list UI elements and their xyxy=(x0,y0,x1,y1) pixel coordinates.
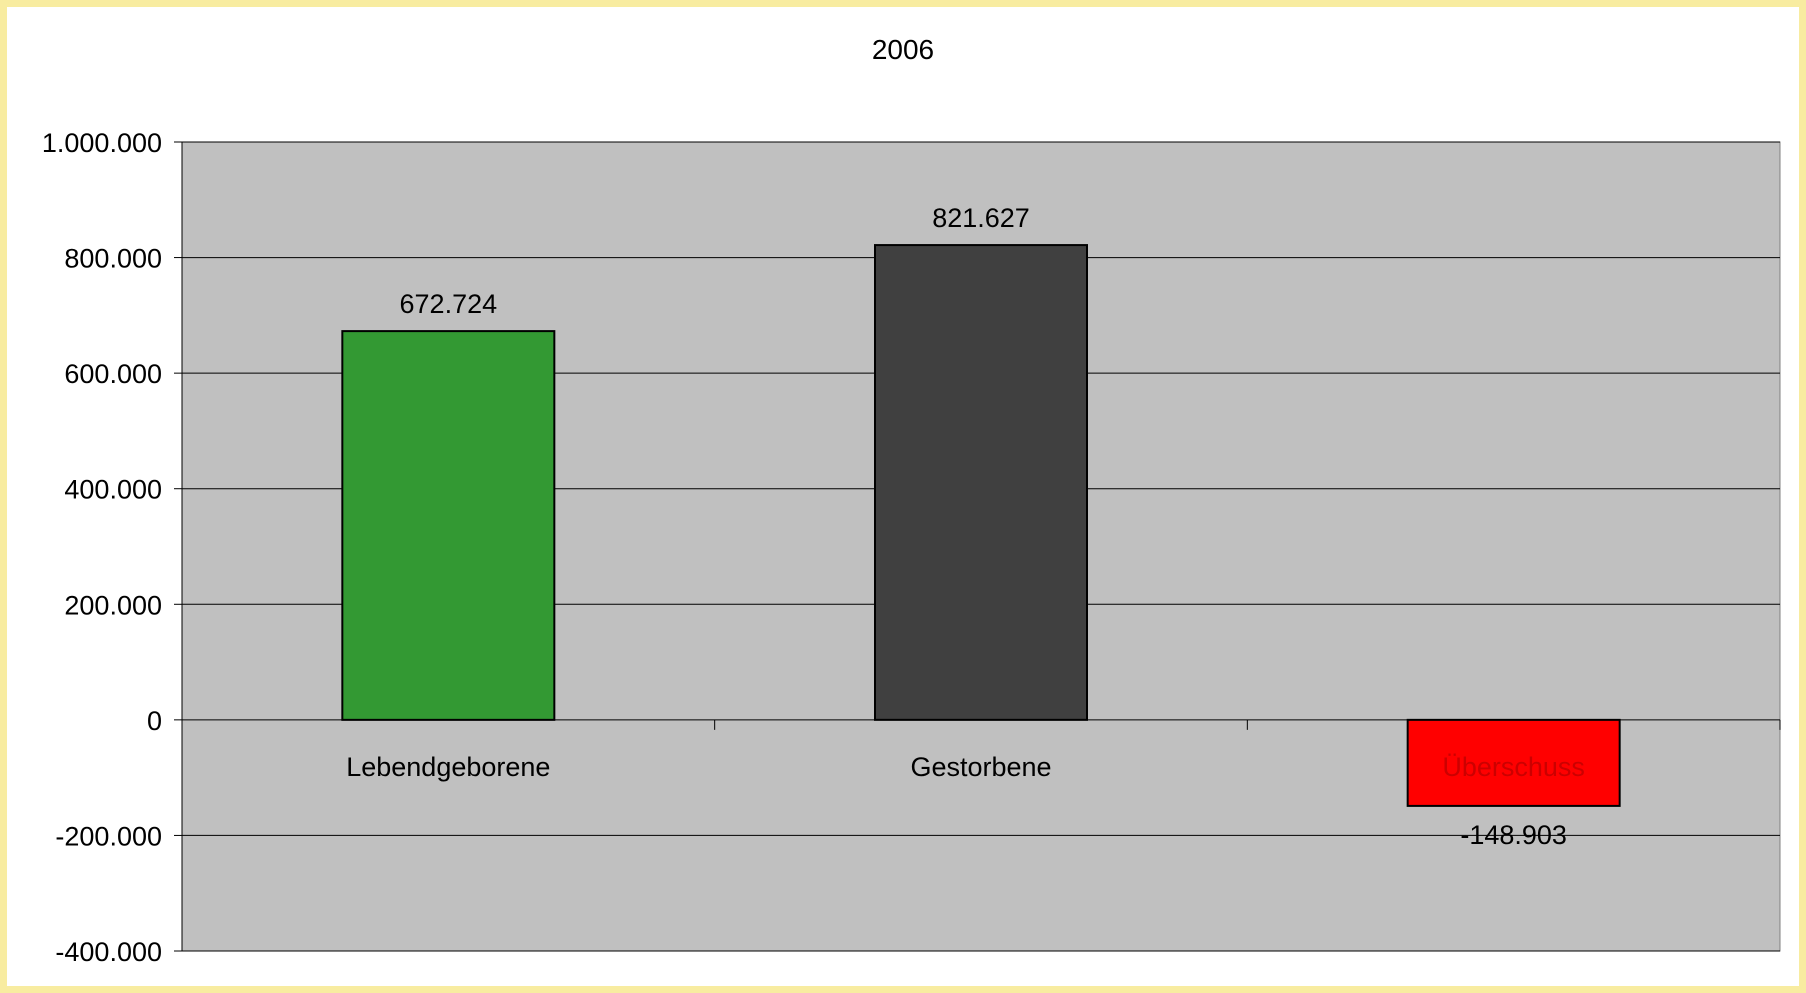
bar xyxy=(874,244,1088,721)
y-tick-label: 200.000 xyxy=(64,590,162,620)
category-label: Überschuss xyxy=(1442,752,1585,782)
y-tick-label: 800.000 xyxy=(64,244,162,274)
data-label: -148.903 xyxy=(1460,820,1567,850)
bar xyxy=(1406,718,1621,807)
y-tick-label: 400.000 xyxy=(64,475,162,505)
category-label: Lebendgeborene xyxy=(346,752,550,782)
y-tick-label: 0 xyxy=(147,706,162,736)
data-label: 672.724 xyxy=(400,289,498,319)
category-label: Gestorbene xyxy=(910,752,1051,782)
data-label: 821.627 xyxy=(932,203,1030,233)
y-tick-label: 1.000.000 xyxy=(42,128,162,158)
chart-title: 2006 xyxy=(871,34,935,65)
y-tick-label: 600.000 xyxy=(64,359,162,389)
y-tick-label: -200.000 xyxy=(55,821,162,851)
y-tick-label: -400.000 xyxy=(55,937,162,967)
bar xyxy=(341,330,556,721)
